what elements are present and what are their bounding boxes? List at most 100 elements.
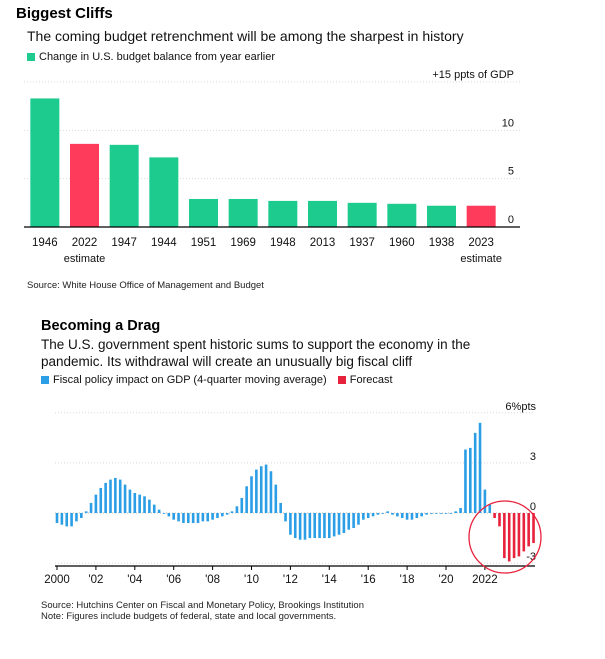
chart2-bar-actual (235, 506, 239, 513)
chart2-bar-actual (318, 513, 321, 539)
chart2-bar-actual (196, 513, 200, 524)
chart1-bar (427, 205, 456, 227)
chart2-bar-actual (352, 513, 355, 529)
chart1-xtick-label: 1969 (230, 237, 256, 249)
chart2-bar-forecast (507, 513, 511, 562)
chart2-bar-actual (60, 513, 64, 525)
chart2-bar-actual (250, 476, 253, 513)
chart2-bar-actual (148, 499, 151, 513)
chart2-xtick-label: '16 (361, 574, 376, 586)
chart2-bar-actual (308, 513, 312, 539)
chart2-bar-actual (65, 513, 69, 527)
chart2-bar-actual (284, 513, 287, 522)
chart2-bar-actual (400, 513, 404, 519)
chart2-ytick-label: 3 (530, 451, 536, 463)
chart2-legend: Fiscal policy impact on GDP (4-quarter m… (41, 374, 393, 386)
chart2-bar-actual (201, 513, 205, 522)
chart2-ytick-label: 6%pts (505, 401, 536, 413)
chart2-bar-actual (84, 511, 88, 513)
chart2-legend-swatch-actual (41, 376, 49, 385)
chart2-bar-actual (225, 513, 229, 515)
chart2-bar-actual (430, 513, 433, 514)
chart2-bar-actual (415, 513, 419, 519)
chart2-bar-actual (459, 507, 462, 513)
chart2-bar-actual (133, 492, 137, 513)
chart2-bar-actual (381, 513, 385, 514)
chart1-bar (189, 198, 218, 227)
chart2-xtick-label: 2000 (44, 574, 70, 586)
chart2-bar-actual (274, 484, 278, 513)
chart2-bar-actual (80, 513, 83, 519)
chart2-bar-actual (376, 513, 380, 515)
chart2-bar-actual (128, 489, 132, 513)
chart2-bar-actual (143, 496, 146, 513)
chart2-bar-forecast (503, 513, 506, 559)
chart2-bar-actual (94, 494, 98, 513)
chart2-note: Note: Figures include budgets of federal… (41, 611, 337, 622)
chart2-bar-forecast (532, 513, 535, 544)
chart2-xtick-label: '12 (283, 574, 298, 586)
chart2-bar-actual (221, 513, 224, 517)
chart2-bar-actual (313, 513, 317, 539)
chart2-bar-actual (230, 511, 234, 513)
chart1-xtick-label: 2022 (72, 237, 98, 249)
chart2-bar-actual (138, 494, 141, 513)
chart2-bar-actual (298, 513, 302, 540)
chart2-xtick-label: '18 (400, 574, 415, 586)
chart2-bar-actual (488, 504, 492, 513)
chart2-bar-actual (405, 513, 409, 520)
chart2-bar-actual (303, 513, 307, 540)
chart2-bar-actual (332, 513, 336, 537)
chart1-xtick-label: 1938 (429, 237, 455, 249)
chart2-bar-forecast (498, 513, 501, 527)
chart2-bar-actual (464, 449, 467, 513)
chart2-bar-actual (323, 513, 326, 539)
chart2-ytick-label: -3 (526, 551, 536, 563)
chart2-bar-actual (157, 509, 161, 513)
chart2-plot: 6%pts 3 0 -3 2000 '02 '04 '06 '08 '10 '12 '14 '16 '18… (44, 401, 542, 586)
chart2-xtick-label: '20 (439, 574, 454, 586)
chart2-xtick-label: '02 (88, 574, 103, 586)
chart2-ytick-label: 0 (530, 501, 536, 513)
chart2-bar-actual (152, 504, 156, 513)
chart2-bar-actual (391, 513, 394, 515)
chart2-xtick-label: '06 (166, 574, 181, 586)
chart1-xtick-label: 1948 (270, 237, 296, 249)
chart2-bar-actual (186, 513, 190, 524)
chart2-bar-actual (337, 513, 341, 535)
chart2-legend-swatch-forecast (337, 376, 346, 385)
chart2-bar-actual (70, 513, 73, 527)
chart1-bar (387, 203, 417, 227)
chart2-bar-actual (182, 513, 185, 524)
chart2-bar-forecast (512, 513, 516, 559)
chart1-source: Source: White House Office of Management… (27, 280, 264, 291)
chart2-bar-actual (328, 513, 331, 539)
chart2-xtick-label: 2022 (472, 574, 498, 586)
chart2-bar-actual (109, 479, 112, 513)
chart2-bar-actual (99, 487, 103, 513)
chart2-bar-actual (347, 513, 351, 530)
chart1-ytick-label: 5 (508, 166, 514, 178)
chart2-bar-actual (444, 513, 448, 514)
chart1-xtick-label: 1947 (111, 237, 137, 249)
chart2-bar-actual (478, 422, 482, 513)
chart2-bar-actual (240, 497, 244, 513)
chart2-xtick-label: '04 (127, 574, 143, 586)
chart2-xtick-label: '14 (322, 574, 338, 586)
chart2-bar-actual (366, 513, 370, 519)
chart1-legend-swatch (27, 53, 35, 62)
chart2-bar-actual (162, 513, 166, 514)
chart2-xtick-label: '08 (205, 574, 220, 586)
chart2-bar-forecast (493, 513, 496, 519)
chart2-bar-actual (362, 513, 365, 520)
chart1-bar (149, 157, 179, 227)
chart1-plot: +15 ppts of GDP 10 5 0 1946 2022 estimate 1947 1… (24, 69, 520, 265)
chart1-title: Biggest Cliffs (16, 5, 113, 22)
chart2-bar-actual (255, 469, 258, 513)
chart1-bar (70, 143, 99, 227)
chart1-bar (228, 198, 258, 227)
chart2-bar-actual (396, 513, 399, 517)
chart2-bar-actual (357, 513, 360, 525)
chart2-bar-actual (216, 513, 219, 519)
chart2-bar-actual (177, 513, 180, 522)
